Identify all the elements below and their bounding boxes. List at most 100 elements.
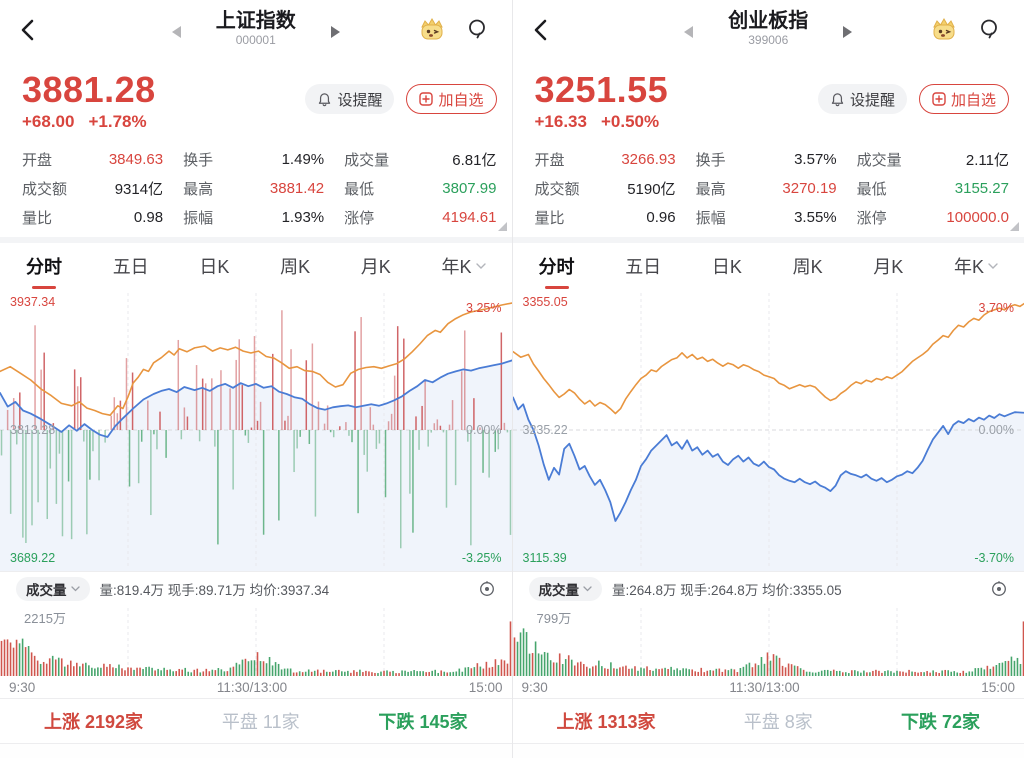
index-panel-chinext: 创业板指 399006 3251.55 +16.33 +0.50% — [511, 0, 1024, 758]
price-section: 3881.28 +68.00 +1.78% 设提醒 — [0, 62, 512, 140]
unchanged-stat: 平盘 8家 — [744, 708, 813, 734]
set-alert-button[interactable]: 设提醒 — [817, 84, 907, 114]
bottom-strip — [512, 743, 1024, 758]
next-index-icon[interactable] — [330, 26, 340, 38]
stat-label: 换手 — [183, 152, 214, 169]
stats-expand-handle[interactable] — [497, 222, 507, 231]
search-icon[interactable] — [466, 17, 490, 41]
index-title: 创业板指 — [728, 10, 809, 32]
tab-月K[interactable]: 月K — [873, 253, 903, 279]
prev-index-icon[interactable] — [684, 26, 694, 38]
price-section: 3251.55 +16.33 +0.50% 设提醒 — [513, 62, 1024, 140]
tab-分时[interactable]: 分时 — [26, 253, 62, 279]
add-watchlist-button[interactable]: 加自选 — [406, 84, 497, 114]
add-watchlist-button[interactable]: 加自选 — [918, 84, 1009, 114]
change-percent: +1.78% — [88, 112, 147, 131]
advancers-label: 上涨 — [556, 712, 593, 732]
chart-settings-icon[interactable] — [478, 580, 496, 598]
tab-周K[interactable]: 周K — [793, 253, 823, 279]
advancers-stat: 上涨 2192家 — [44, 708, 143, 734]
set-alert-button[interactable]: 设提醒 — [305, 84, 395, 114]
volume-indicator-selector[interactable]: 成交量 — [16, 577, 90, 601]
stat-value: 6.81亿 — [452, 152, 497, 169]
decliners-label: 下跌 — [378, 712, 415, 732]
tab-label: 年K — [953, 257, 984, 277]
market-breadth-row: 上涨 1313家 平盘 8家 下跌 72家 — [512, 698, 1024, 743]
advancers-count: 1313家 — [597, 712, 656, 732]
advancers-label: 上涨 — [44, 712, 80, 732]
stat-label: 量比 — [22, 210, 53, 227]
unchanged-count: 11家 — [262, 712, 300, 732]
stat-cell: 涨停 4194.61 — [344, 203, 496, 232]
volume-chart-canvas — [0, 608, 512, 676]
advancers-stat: 上涨 1313家 — [557, 708, 656, 734]
unchanged-label: 平盘 — [743, 712, 780, 732]
mascot-emoji-icon[interactable] — [930, 15, 958, 43]
volume-info-row: 成交量 量:264.8万 现手:264.8万 均价:3355.05 — [512, 571, 1024, 606]
intraday-chart[interactable]: 3355.05 3.70% 3235.22 0.00% 3115.39 -3.7… — [512, 289, 1024, 571]
tab-年K[interactable]: 年K — [954, 253, 998, 279]
tab-年K[interactable]: 年K — [441, 253, 486, 279]
mascot-emoji-icon[interactable] — [418, 15, 446, 43]
change-amount: +68.00 — [22, 112, 75, 131]
stat-label: 振幅 — [695, 210, 726, 227]
set-alert-label: 设提醒 — [849, 91, 895, 109]
tab-label: 日K — [199, 257, 230, 277]
stat-value: 3270.19 — [782, 180, 837, 197]
volume-chart-canvas — [513, 608, 1024, 676]
stats-expand-handle[interactable] — [1010, 222, 1019, 231]
search-icon[interactable] — [978, 17, 1002, 41]
tab-label: 年K — [441, 257, 472, 277]
stat-cell: 最高 3881.42 — [183, 174, 324, 203]
volume-indicator-label: 成交量 — [538, 583, 580, 598]
bell-icon — [319, 92, 331, 106]
tab-月K[interactable]: 月K — [361, 253, 391, 279]
add-watchlist-label: 加自选 — [438, 91, 484, 109]
stat-value: 3849.63 — [108, 151, 164, 168]
advancers-count: 2192家 — [85, 712, 144, 732]
tab-五日[interactable]: 五日 — [113, 253, 149, 279]
price-block: 3251.55 +16.33 +0.50% — [535, 70, 674, 132]
stat-value: 0.98 — [133, 209, 164, 226]
volume-chart[interactable]: 799万 — [513, 606, 1024, 676]
stat-label: 最低 — [856, 181, 887, 198]
back-icon[interactable] — [16, 17, 42, 43]
tab-日K[interactable]: 日K — [712, 253, 742, 279]
prev-index-icon[interactable] — [171, 26, 181, 38]
stat-label: 最低 — [344, 181, 375, 198]
intraday-chart-canvas — [512, 293, 1024, 571]
time-axis: 9:30 11:30/13:00 15:00 — [513, 676, 1024, 698]
header-buttons: 设提醒 加自选 — [305, 84, 497, 114]
tab-周K[interactable]: 周K — [280, 253, 310, 279]
intraday-chart[interactable]: 3937.34 3.25% 3813.28 0.00% 3689.22 -3.2… — [0, 289, 512, 571]
decliners-stat: 下跌 72家 — [901, 708, 980, 734]
index-code: 000001 — [235, 33, 276, 47]
unchanged-stat: 平盘 11家 — [222, 708, 300, 734]
tab-日K[interactable]: 日K — [199, 253, 229, 279]
tab-label: 五日 — [112, 257, 149, 277]
back-icon[interactable] — [529, 17, 555, 43]
title-block: 创业板指 399006 — [728, 9, 808, 48]
tab-label: 周K — [792, 257, 823, 277]
stat-cell: 成交量 6.81亿 — [344, 145, 496, 174]
section-divider — [512, 237, 1024, 243]
next-index-icon[interactable] — [843, 26, 853, 38]
stat-value: 9314亿 — [114, 181, 164, 198]
stat-value: 3881.42 — [269, 180, 325, 197]
stat-label: 开盘 — [22, 152, 53, 169]
volume-indicator-selector[interactable]: 成交量 — [528, 577, 602, 601]
stat-cell: 涨停 100000.0 — [857, 203, 1009, 232]
volume-indicator-label: 成交量 — [26, 583, 67, 598]
volume-chart[interactable]: 2215万 — [0, 606, 512, 676]
time-close: 15:00 — [468, 679, 503, 695]
stat-cell: 最低 3807.99 — [344, 174, 496, 203]
tab-五日[interactable]: 五日 — [625, 253, 661, 279]
volume-info-row: 成交量 量:819.4万 现手:89.71万 均价:3937.34 — [0, 571, 512, 606]
current-price: 3881.28 — [22, 69, 156, 110]
decliners-stat: 下跌 145家 — [378, 708, 467, 734]
chart-settings-icon[interactable] — [990, 580, 1008, 598]
tab-分时[interactable]: 分时 — [539, 253, 575, 279]
stat-label: 开盘 — [534, 152, 565, 169]
tab-label: 分时 — [26, 257, 62, 277]
